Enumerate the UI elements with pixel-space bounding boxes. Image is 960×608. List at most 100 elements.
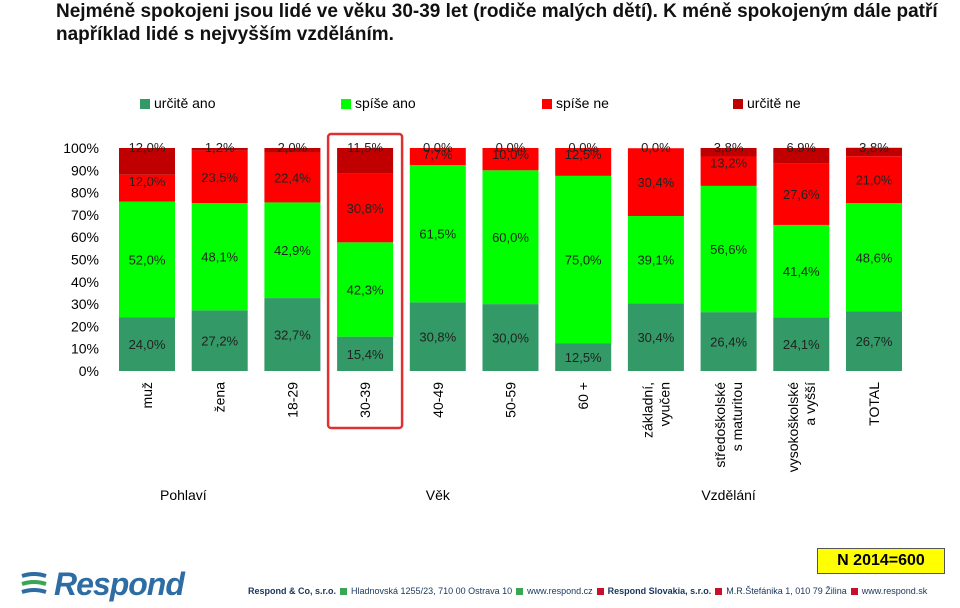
data-label: 24,1% [783,337,820,352]
bar-segment-3 [700,148,757,157]
data-label: 42,9% [274,243,311,258]
y-tick-label: 60% [71,229,99,245]
category-label: 40-49 [430,382,446,418]
data-label: 0,0% [496,140,526,155]
bar-segment-1 [846,203,902,312]
data-label: 0,0% [423,140,453,155]
data-label: 21,0% [856,173,893,188]
bar-segment-3 [773,148,830,164]
y-tick-label: 80% [71,185,99,201]
bar-segment-1 [264,202,321,299]
bar-segment-0 [700,312,757,371]
category-label: 50-59 [503,382,519,418]
data-label: 39,1% [637,253,674,268]
bar-segment-0 [119,317,175,371]
data-label: 48,6% [856,250,893,265]
category-label: 60 + [575,382,591,410]
data-label: 12,5% [565,147,602,162]
data-label: 26,4% [710,335,747,350]
data-label: 23,5% [201,170,238,185]
logo-mark-icon [20,571,48,598]
bar-segment-0 [627,303,684,371]
data-label: 13,2% [710,155,747,170]
data-label: 30,4% [637,330,674,345]
data-label: 3,8% [714,140,744,155]
y-tick-label: 70% [71,207,99,223]
bar-segment-3 [846,147,902,157]
data-label: 56,6% [710,242,747,257]
respond-logo: Respond [20,566,185,603]
category-label: základní, [639,382,655,438]
data-label: 32,7% [274,328,311,343]
data-label: 26,7% [856,334,893,349]
bar-segment-3 [119,148,175,175]
bar-segment-0 [555,343,612,371]
slide-title: Nejméně spokojeni jsou lidé ve věku 30-3… [56,1,938,45]
category-label: středoškolské [712,382,728,468]
data-label: 6,9% [786,140,816,155]
contact-marker-icon [850,587,858,595]
logo-text: Respond [54,566,185,602]
bar-segment-2 [773,163,830,225]
data-label: 12,0% [129,140,166,155]
data-label: 30,8% [347,201,384,216]
y-tick-label: 30% [71,296,99,312]
bar-segment-2 [191,150,248,204]
legend-label-3: určitě ne [747,95,801,111]
data-label: 27,2% [201,334,238,349]
contact-marker-icon [516,587,524,595]
data-label: 0,0% [641,140,671,155]
bar-segment-0 [409,302,466,371]
bar-segment-1 [191,203,248,311]
legend-label-0: určitě ano [154,95,216,111]
y-tick-label: 50% [71,252,99,268]
contact-item: Hladnovská 1255/23, 710 00 Ostrava 10 [351,586,513,596]
legend-swatch-2 [542,99,552,109]
contact-item: M.R.Štefánika 1, 010 79 Žilina [726,586,847,596]
bar-segment-1 [119,201,175,318]
category-label: žena [212,382,228,413]
legend-label-2: spíše ne [556,95,609,111]
contact-marker-icon [715,587,723,595]
bar-segment-2 [627,148,684,217]
data-label: 42,3% [347,282,384,297]
category-label: muž [139,382,155,408]
category-label: TOTAL [866,382,882,426]
group-label: Vzdělání [701,487,756,503]
bar-segment-2 [846,156,902,204]
y-tick-label: 0% [79,363,99,379]
bar-segment-2 [409,148,466,166]
data-label: 27,6% [783,187,820,202]
contact-item: Respond Slovakia, s.r.o. [607,586,712,596]
data-label: 52,0% [129,253,166,268]
data-label: 24,0% [129,337,166,352]
data-label: 0,0% [568,140,598,155]
data-label: 30,0% [492,331,529,346]
highlight-box [326,132,404,430]
contact-item: www.respond.cz [527,586,593,596]
category-label: vysokoškolské [785,382,801,472]
legend-swatch-0 [140,99,150,109]
contact-marker-icon [340,587,348,595]
category-label: 30-39 [357,382,373,418]
contact-item: Respond & Co, s.r.o. [248,586,337,596]
sample-size-note: N 2014=600 [817,548,945,574]
legend-swatch-3 [733,99,743,109]
footer-contacts: Respond & Co, s.r.o. Hladnovská 1255/23, … [248,586,927,596]
stacked-bar-chart: určitě ano spíše ano spíše ne určitě ne 0% 10… [63,95,902,503]
category-label: vyučen [656,382,672,426]
bar-segment-3 [264,148,321,153]
legend-label-1: spíše ano [355,95,416,111]
data-label: 10,0% [492,147,529,162]
data-label: 2,0% [278,140,308,155]
bar-segment-3 [337,148,394,174]
bar-segment-2 [264,152,321,203]
bar-segment-0 [773,317,830,371]
data-label: 61,5% [419,227,456,242]
category-label: a vyšší [802,382,818,426]
y-tick-label: 10% [71,341,99,357]
data-label: 22,4% [274,170,311,185]
bar-segment-0 [264,298,321,371]
group-label: Pohlaví [160,487,207,503]
bar-segment-1 [409,165,466,303]
